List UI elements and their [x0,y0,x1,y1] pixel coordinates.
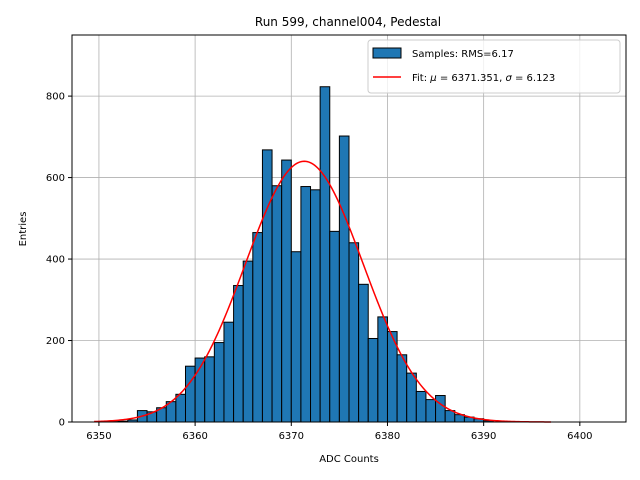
histogram-bar [281,159,292,423]
histogram-bar [358,283,369,423]
histogram-bar [406,372,417,423]
histogram-bar [319,86,331,423]
legend-fit-mu-symbol: μ [429,73,436,84]
histogram-bar [444,410,456,423]
histogram-bar [175,393,186,423]
histogram-bar [329,230,340,423]
x-axis-label: ADC Counts [319,454,379,465]
fit-curve-group [94,160,551,423]
legend-fit-sigma-symbol: σ [505,73,512,84]
axis-ticks: 6350 6360 6370 6380 6390 6400 0 200 400 600 800 [46,92,593,442]
histogram-bar [233,285,244,423]
y-tick-label: 600 [46,173,65,184]
histogram-bar [425,399,437,423]
x-tick-label: 6360 [182,431,207,442]
legend-fit-label: Fit: μ = 6371.351, σ = 6.123 [412,73,555,84]
histogram-bar [435,395,446,423]
histogram-bar [204,356,215,423]
x-tick-label: 6380 [375,431,400,442]
histogram-bar [290,251,302,423]
x-tick-label: 6390 [471,431,496,442]
legend: Samples: RMS=6.17 Fit: μ = 6371.351, σ =… [367,39,621,94]
y-tick-label: 0 [59,418,65,429]
y-tick-label: 400 [46,255,65,266]
histogram-bar [213,342,225,423]
x-tick-label: 6370 [279,431,304,442]
legend-fit-mu-value: = 6371.351, [437,73,506,84]
histogram-bar [310,189,321,423]
x-tick-label: 6400 [567,431,592,442]
histogram-bar [242,260,254,423]
histogram-bar [396,354,408,423]
histogram-bar [415,390,427,423]
histogram-bar [377,316,388,423]
histogram-bar [184,365,196,423]
y-axis-label: Entries [18,212,29,247]
histogram-bar [300,186,312,423]
y-tick-label: 800 [46,92,65,103]
histogram-bar [252,232,263,423]
plot-frame [71,34,627,423]
legend-fit-sigma-value: = 6.123 [512,73,555,84]
histogram-bar [348,242,360,423]
histogram-bar [367,337,379,423]
y-tick-label: 200 [46,336,65,347]
histogram-bar [338,135,350,423]
x-tick-label: 6350 [86,431,111,442]
chart-title: Run 599, channel004, Pedestal [255,15,441,29]
histogram-bar [271,185,283,423]
legend-samples-label: Samples: RMS=6.17 [412,49,514,60]
histogram-bar [223,321,235,423]
fit-curve [94,160,551,423]
legend-fit-label-prefix: Fit: [412,73,430,84]
legend-samples-swatch [372,47,402,59]
legend-frame [367,39,621,94]
histogram-bar [261,149,273,423]
